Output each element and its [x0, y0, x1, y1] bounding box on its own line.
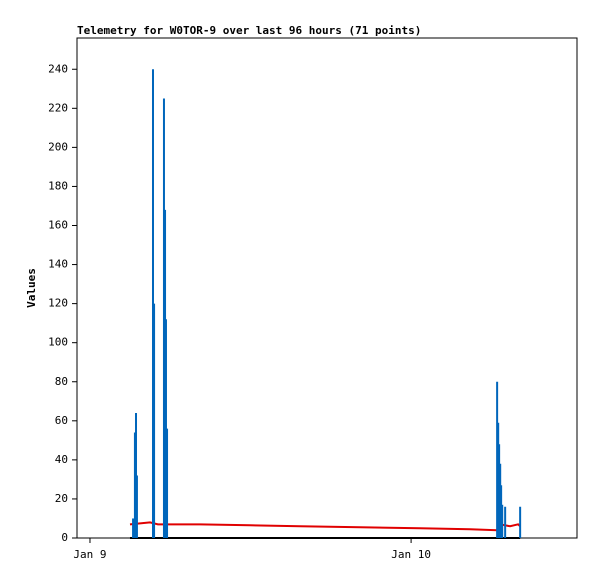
- chart-title: Telemetry for W0TOR-9 over last 96 hours…: [77, 24, 421, 37]
- y-tick-label: 200: [48, 140, 68, 153]
- x-tick-label: Jan 10: [391, 548, 431, 561]
- y-tick-label: 20: [55, 492, 68, 505]
- y-tick-label: 100: [48, 336, 68, 349]
- y-tick-label: 160: [48, 219, 68, 232]
- y-axis-label: Values: [25, 268, 38, 308]
- series-line: [129, 521, 521, 532]
- y-tick-label: 220: [48, 101, 68, 114]
- y-tick-label: 60: [55, 414, 68, 427]
- y-tick-label: 0: [61, 531, 68, 544]
- y-tick-label: 40: [55, 453, 68, 466]
- y-tick-label: 240: [48, 62, 68, 75]
- y-tick-label: 80: [55, 375, 68, 388]
- x-tick-label: Jan 9: [73, 548, 106, 561]
- y-tick-label: 120: [48, 297, 68, 310]
- y-tick-label: 140: [48, 258, 68, 271]
- y-tick-label: 180: [48, 179, 68, 192]
